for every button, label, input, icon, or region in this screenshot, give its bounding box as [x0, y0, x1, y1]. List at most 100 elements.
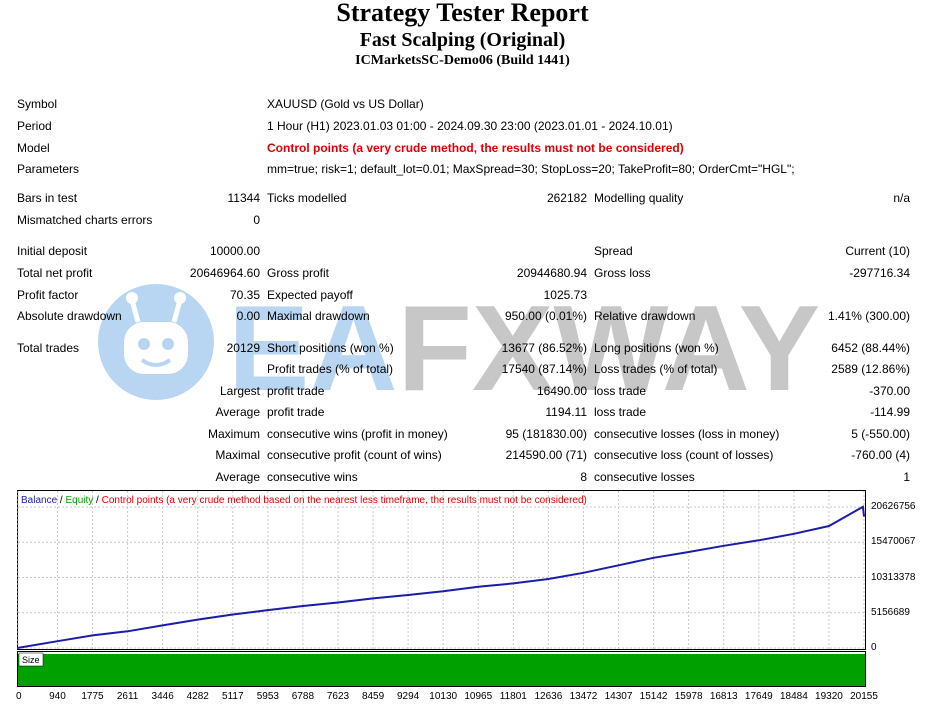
spread-label: Spread [594, 244, 633, 258]
total-trades-value: 20129 [226, 341, 260, 355]
legend-balance: Balance [21, 495, 58, 506]
maximal-consecutive-profit-label: consecutive profit (count of wins) [267, 448, 442, 462]
parameters-label: Parameters [17, 162, 80, 176]
y-tick-label: 5156689 [871, 606, 910, 618]
symbol-value: XAUUSD (Gold vs US Dollar) [267, 97, 424, 111]
legend-equity: Equity [65, 495, 93, 506]
balance-point [828, 525, 830, 527]
balance-point [617, 564, 620, 567]
x-tick-label: 11801 [499, 691, 527, 702]
average-loss-trade-label: loss trade [594, 405, 647, 419]
x-tick-label: 5117 [222, 691, 244, 702]
bars-value: 11344 [227, 191, 260, 205]
max-consecutive-losses-value: 5 (-550.00) [851, 427, 910, 441]
avg-consecutive-wins-label: consecutive wins [267, 470, 358, 484]
maximum-label: Maximum [207, 427, 260, 441]
profit-factor-label: Profit factor [17, 288, 79, 302]
x-tick-label: 3446 [151, 691, 174, 702]
x-tick-label: 19320 [815, 691, 843, 702]
balance-point [512, 582, 515, 585]
balance-point [126, 630, 129, 633]
average-label: Average [215, 405, 260, 419]
deposit-label: Initial deposit [17, 244, 88, 258]
relative-drawdown-label: Relative drawdown [594, 309, 696, 323]
average-loss-trade-value: -114.99 [870, 405, 910, 419]
x-tick-label: 12636 [534, 691, 563, 702]
gross-profit-value: 20944680.94 [516, 266, 587, 280]
balance-point [161, 624, 164, 627]
x-tick-label: 15142 [639, 691, 668, 702]
loss-trades-value: 2589 (12.86%) [831, 362, 910, 376]
balance-point [442, 590, 445, 593]
balance-point [477, 586, 480, 588]
maximal-consecutive-profit-value: 214590.00 (71) [505, 448, 587, 462]
mismatch-label: Mismatched charts errors [17, 213, 153, 227]
x-tick-label: 5953 [256, 691, 279, 702]
total-trades-label: Total trades [17, 341, 80, 355]
avg-consecutive-wins-value: 8 [580, 470, 587, 484]
loss-trades-label: Loss trades (% of total) [594, 362, 718, 376]
x-tick-label: 2611 [116, 691, 139, 702]
net-profit-label: Total net profit [17, 266, 93, 280]
balance-point [91, 634, 94, 637]
legend-separator: / [57, 495, 65, 506]
largest-loss-trade-value: -370.00 [869, 384, 910, 398]
x-tick-label: 1775 [81, 691, 104, 702]
x-tick-label: 15978 [674, 691, 703, 702]
server-build: ICMarketsSC-Demo06 (Build 1441) [355, 53, 570, 68]
ticks-value: 262182 [546, 191, 587, 205]
short-positions-value: 13677 (86.52%) [501, 341, 587, 355]
x-tick-label: 9294 [396, 691, 420, 702]
balance-point [793, 533, 795, 535]
average-profit-trade-label: profit trade [267, 405, 325, 419]
expected-payoff-value: 1025.73 [543, 288, 587, 302]
mismatch-value: 0 [253, 213, 260, 227]
maximal-drawdown-value: 950.00 (0.01%) [504, 309, 587, 323]
balance-line [17, 505, 865, 649]
report-title: Strategy Tester Report [336, 0, 589, 27]
balance-point [267, 609, 269, 611]
legend-separator: / [93, 495, 101, 506]
balance-chart: Balance / Equity / Control points (a ver… [17, 490, 866, 650]
balance-point [56, 640, 59, 642]
balance-point [372, 597, 374, 600]
long-positions-label: Long positions (won %) [594, 341, 719, 355]
relative-drawdown-value: 1.41% (300.00) [827, 309, 910, 323]
balance-point [862, 505, 864, 508]
max-consecutive-wins-label: consecutive wins (profit in money) [267, 427, 448, 441]
symbol-label: Symbol [17, 97, 58, 111]
x-tick-label: 6788 [291, 691, 315, 702]
absolute-drawdown-value: 0.00 [236, 309, 260, 323]
x-tick-label: 10965 [464, 691, 493, 702]
size-bar [18, 654, 865, 686]
spread-value: Current (10) [845, 244, 910, 258]
profit-trades-label: Profit trades (% of total) [267, 362, 394, 376]
short-positions-label: Short positions (won %) [267, 341, 394, 355]
y-tick-label: 20626756 [871, 501, 916, 512]
bars-label: Bars in test [17, 191, 78, 205]
x-tick-label: 16813 [709, 691, 738, 702]
avg-consecutive-losses-value: 1 [903, 470, 910, 484]
parameters-value: mm=true; risk=1; default_lot=0.01; MaxSp… [267, 162, 795, 176]
maximal-drawdown-label: Maximal drawdown [267, 309, 370, 323]
gross-loss-label: Gross loss [594, 266, 651, 280]
modelling-quality-label: Modelling quality [594, 191, 684, 205]
x-tick-label: 8459 [361, 691, 385, 702]
max-consecutive-wins-value: 95 (181830.00) [505, 427, 587, 441]
maximal-label: Maximal [215, 448, 260, 462]
balance-point [758, 539, 760, 542]
y-tick-label: 0 [871, 642, 877, 653]
balance-point [652, 556, 655, 559]
model-label: Model [17, 141, 50, 155]
x-tick-label: 10130 [429, 691, 458, 702]
average-consecutive-label: Average [215, 470, 260, 484]
gross-loss-value: -297716.34 [849, 266, 910, 280]
maximal-consecutive-loss-value: -760.00 (4) [851, 448, 910, 462]
legend-control-points-warning: Control points (a very crude method base… [102, 495, 587, 506]
largest-profit-trade-label: profit trade [267, 384, 325, 398]
x-tick-label: 7623 [326, 691, 350, 702]
maximal-consecutive-loss-label: consecutive loss (count of losses) [594, 448, 774, 462]
size-panel: Size [17, 651, 866, 687]
x-tick-label: 940 [49, 691, 66, 702]
balance-point [196, 618, 199, 621]
